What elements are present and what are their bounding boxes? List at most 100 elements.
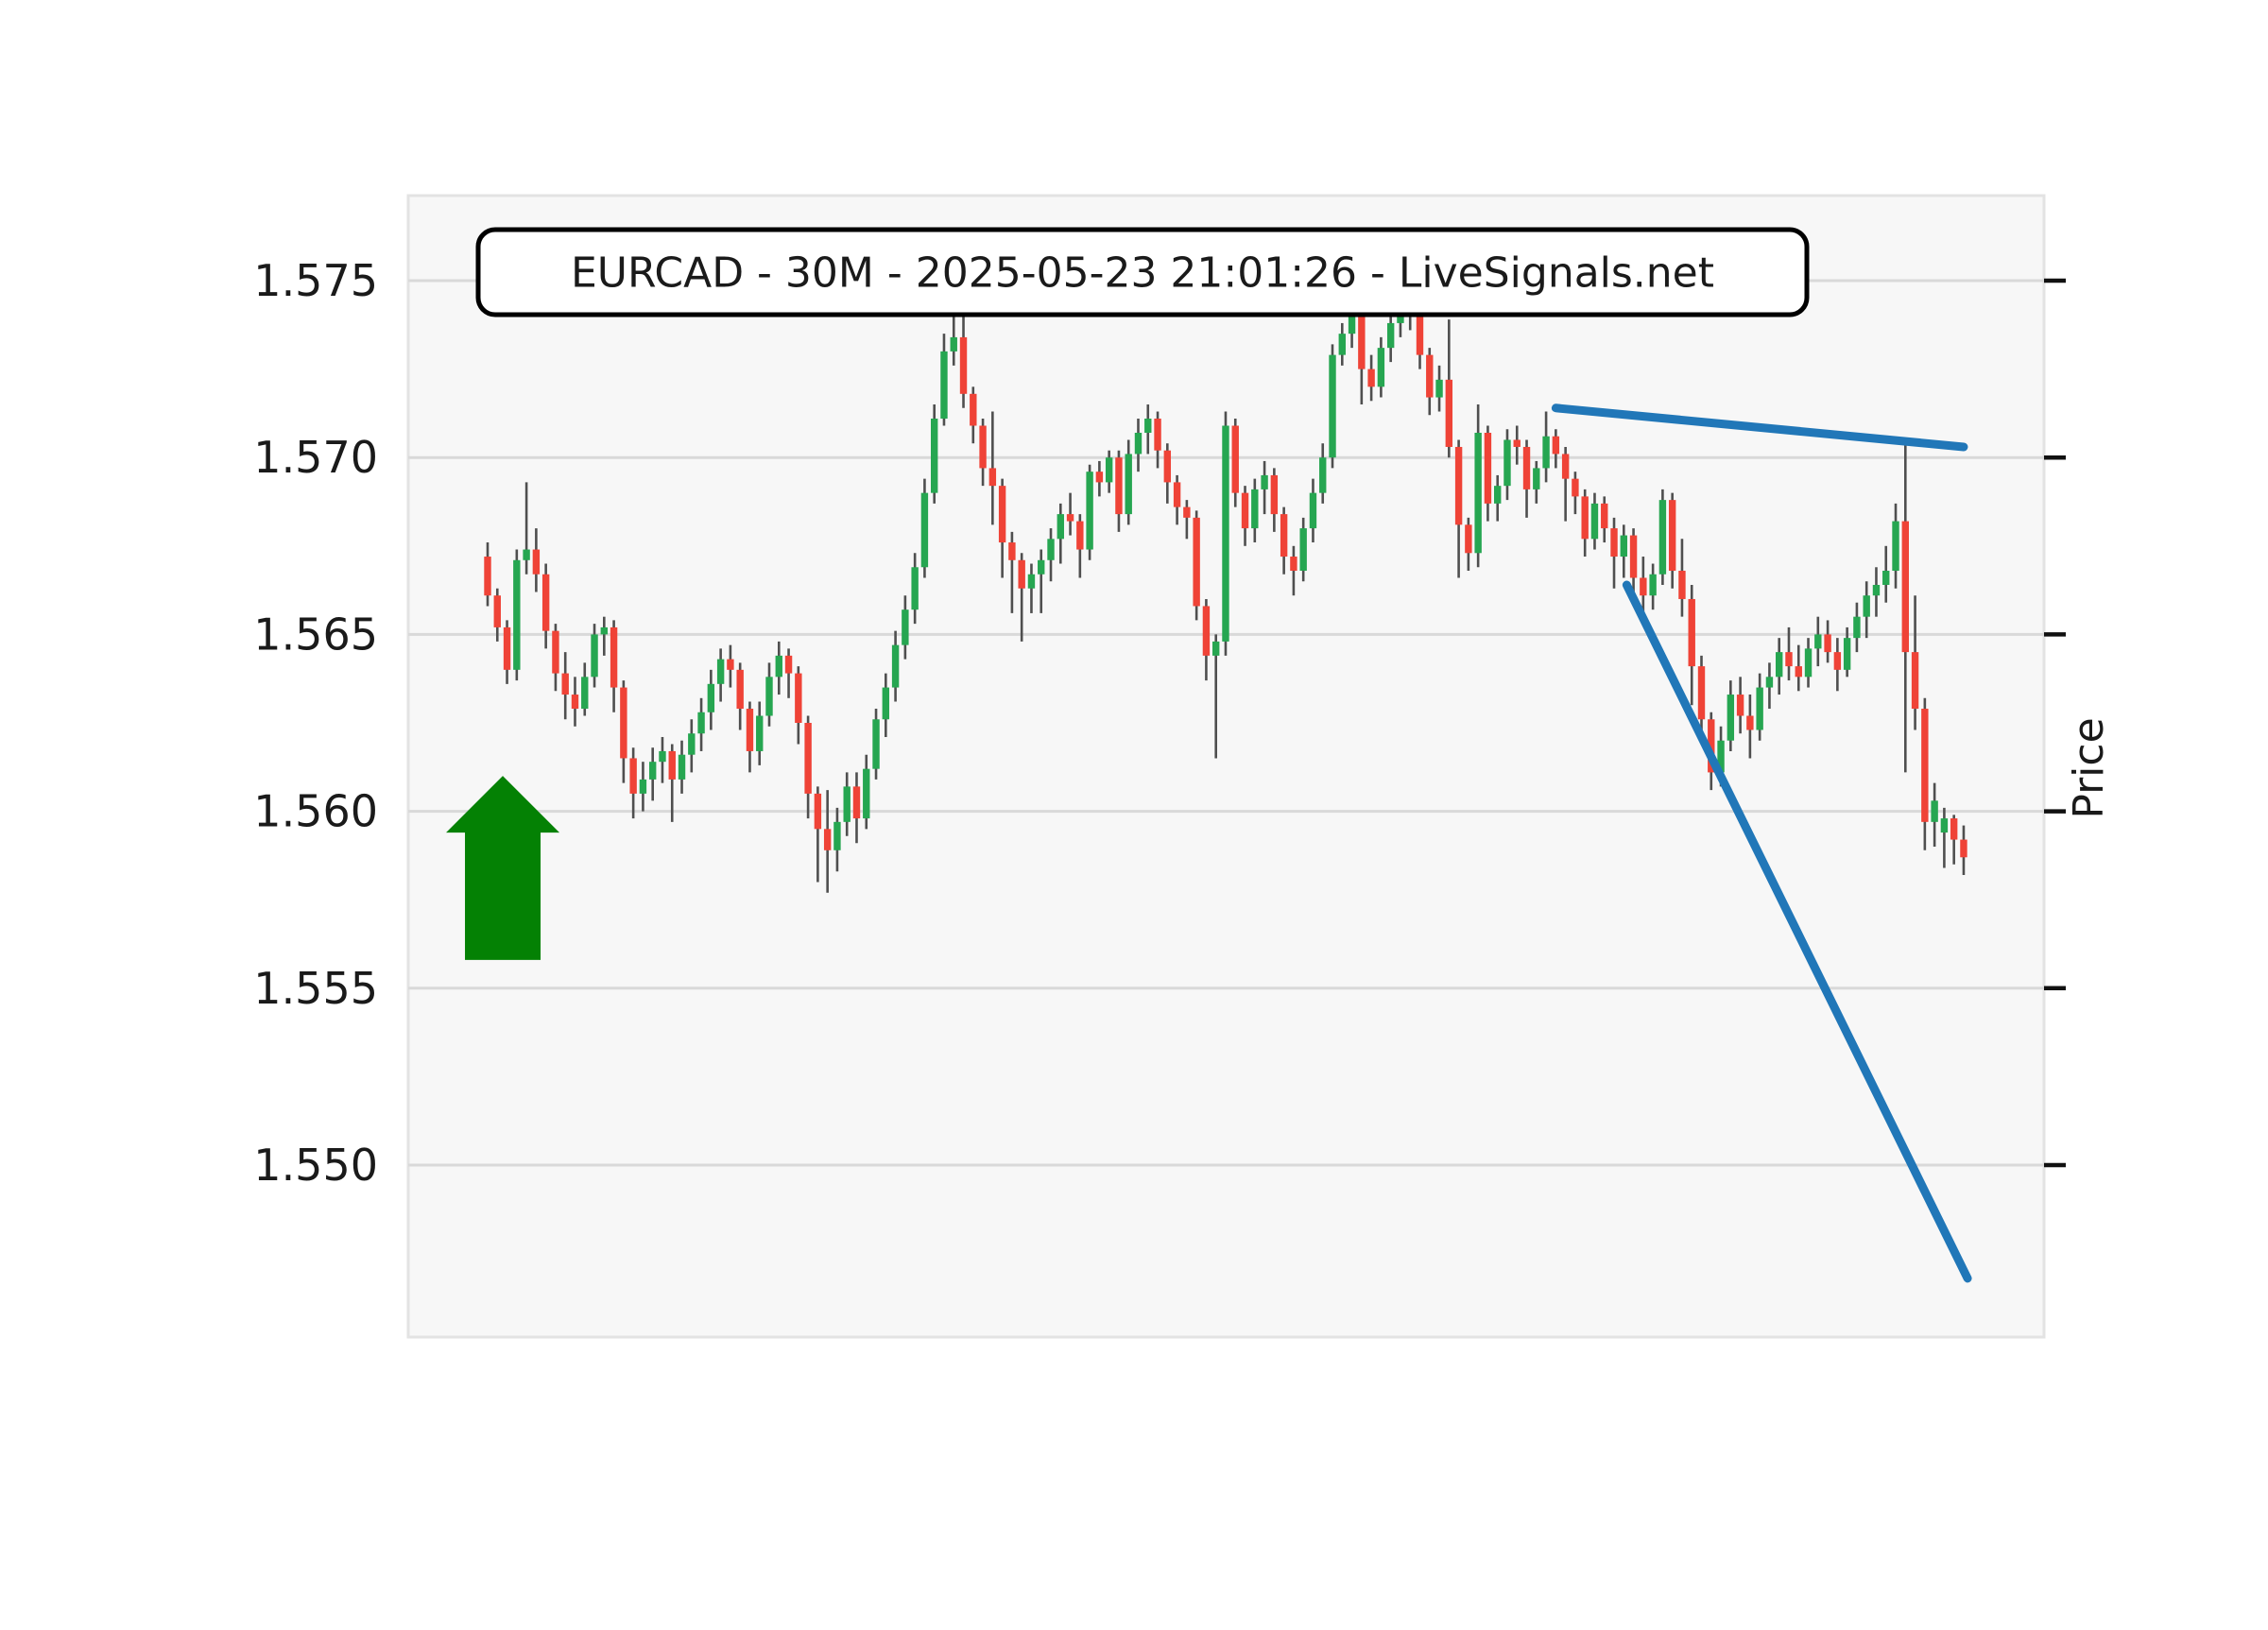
candle-body-up [1329, 354, 1336, 458]
up-arrow-annotation [446, 776, 560, 960]
candle [1329, 344, 1336, 469]
candle-body-up [716, 659, 725, 684]
candle-body-up [1386, 322, 1395, 349]
candle [1290, 545, 1297, 596]
candle [1426, 348, 1434, 416]
candle-body-up [1251, 489, 1259, 529]
candle [1076, 514, 1084, 578]
candle-body-down [1241, 492, 1249, 529]
candle-body-down [561, 673, 569, 695]
candle [1027, 563, 1036, 613]
y-axis-title: Price [2065, 717, 2113, 818]
candle-body-down [1513, 439, 1521, 447]
candle-body-up [591, 634, 598, 678]
candle-body-up [1474, 432, 1482, 554]
candle-body-up [1533, 468, 1540, 489]
candle-body-down [1610, 528, 1618, 558]
candle-body-up [1309, 492, 1317, 529]
candle [1008, 531, 1016, 613]
y-axis-tick-labels-group: 1.575 1.570 1.565 1.560 1.555 1.550 [253, 255, 378, 1191]
candle-body-down [1697, 666, 1706, 720]
candle-body-down [1095, 472, 1104, 483]
candle-body-up [1756, 687, 1763, 730]
candle-body-down [736, 669, 744, 710]
candles-group [484, 273, 1967, 893]
candle [571, 677, 579, 727]
candle-body-up [911, 567, 919, 610]
candle [1125, 439, 1132, 525]
candle-body-up [891, 644, 900, 688]
candle-body-down [1785, 652, 1793, 667]
candle-body-up [1882, 571, 1890, 585]
candle-body-down [1426, 354, 1434, 398]
candle [1610, 517, 1618, 589]
upper-resistance-line [1551, 403, 1968, 452]
candle [688, 719, 696, 773]
candle-body-up [1134, 432, 1143, 455]
candle [1115, 450, 1123, 532]
candle-body-down [1115, 457, 1123, 515]
candle-body-up [697, 712, 705, 734]
candle-body-up [775, 655, 782, 678]
candle [863, 754, 870, 830]
candle [1047, 528, 1055, 582]
candle-body-up [1814, 634, 1822, 649]
candle-body-up [1620, 535, 1627, 558]
candle [1697, 655, 1706, 741]
candle [1940, 807, 1949, 868]
candle-body-down [1572, 478, 1579, 497]
candle-body-up [1940, 818, 1949, 833]
candle [1590, 492, 1599, 550]
candle-body-up [920, 492, 929, 568]
candle [930, 404, 938, 504]
candle-body-down [1795, 666, 1802, 678]
candle-body-up [1931, 800, 1938, 822]
candle-body-down [532, 549, 541, 575]
candle [639, 762, 647, 812]
candle-body-down [814, 793, 822, 830]
candle-body-up [1105, 457, 1113, 483]
candle-body-up [1872, 584, 1881, 596]
candle [1086, 464, 1093, 560]
candle-body-down [620, 687, 627, 759]
y-axis-tick-label: 1.555 [253, 963, 378, 1014]
candle-body-down [1522, 446, 1531, 489]
candle [1629, 528, 1638, 592]
candle [882, 673, 890, 737]
candle [513, 549, 521, 681]
candle [1901, 443, 1909, 773]
candle [1911, 595, 1919, 730]
y-axis-tick-label: 1.565 [253, 609, 378, 660]
candle-body-down [1901, 521, 1909, 653]
candle-body-down [1183, 506, 1191, 518]
candle [1746, 695, 1754, 759]
candle-body-down [1076, 521, 1084, 550]
candle-body-down [727, 659, 734, 670]
candle [1931, 782, 1938, 848]
candle [1658, 489, 1667, 585]
candle-body-down [1824, 634, 1831, 653]
candle [484, 542, 491, 607]
candle [707, 669, 715, 730]
candle [843, 772, 850, 836]
candle-body-up [1212, 641, 1220, 656]
candle [1183, 500, 1191, 540]
candle-body-up [1144, 419, 1152, 433]
candle [1038, 549, 1045, 613]
candle-body-down [629, 758, 637, 794]
candle-body-up [1377, 348, 1385, 387]
candle-body-down [1280, 514, 1288, 558]
candle-body-up [882, 687, 890, 720]
candle [784, 648, 793, 698]
candle [1833, 638, 1842, 692]
candle [1193, 510, 1200, 621]
candle-body-down [959, 336, 968, 394]
candle-body-down [1358, 312, 1366, 369]
candle-body-down [1640, 577, 1647, 596]
candle-body-down [1833, 652, 1842, 670]
candle-body-up [872, 719, 880, 769]
candle-body-down [1465, 524, 1472, 554]
candle [552, 624, 559, 692]
candle [620, 680, 627, 783]
candle [1503, 429, 1511, 501]
